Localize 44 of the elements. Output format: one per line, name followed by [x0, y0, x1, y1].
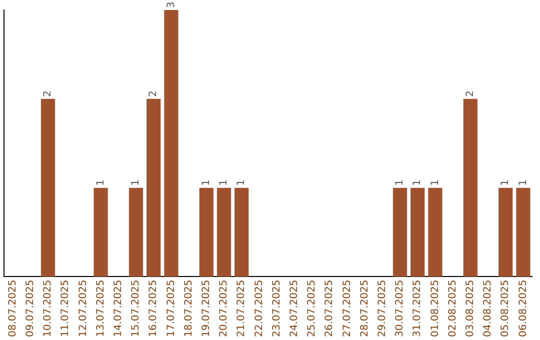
- x-tick-label: 27.07.2025: [342, 280, 353, 338]
- x-tick-label: 30.07.2025: [394, 280, 406, 338]
- x-tick-label: 06.08.2025: [518, 280, 529, 338]
- data-label: 2: [148, 90, 160, 97]
- x-tick-label: 28.07.2025: [359, 280, 370, 338]
- data-label: 1: [518, 179, 529, 186]
- x-tick-label: 16.07.2025: [148, 280, 160, 338]
- data-label: 1: [200, 179, 212, 186]
- data-label: 1: [130, 179, 142, 186]
- x-tick-label: 15.07.2025: [130, 280, 142, 338]
- data-label: 1: [95, 179, 106, 186]
- x-tick-label: 25.07.2025: [306, 280, 318, 338]
- x-tick-label: 05.08.2025: [500, 280, 512, 338]
- x-tick-label: 11.07.2025: [60, 280, 72, 338]
- data-label: 2: [42, 90, 54, 97]
- data-label: 1: [236, 179, 248, 186]
- data-label: 1: [500, 179, 512, 186]
- x-tick-label: 18.07.2025: [183, 280, 194, 338]
- x-tick-label: 17.07.2025: [166, 280, 177, 338]
- x-tick-label: 09.07.2025: [24, 280, 36, 338]
- data-label: 2: [464, 90, 476, 97]
- data-label: 1: [412, 179, 424, 186]
- x-tick-label: 26.07.2025: [324, 280, 336, 338]
- x-tick-label: 08.07.2025: [7, 280, 18, 338]
- x-tick-label: 04.08.2025: [482, 280, 494, 338]
- x-tick-label: 10.07.2025: [42, 280, 54, 338]
- x-tick-label: 01.08.2025: [430, 280, 441, 338]
- x-tick-label: 14.07.2025: [112, 280, 124, 338]
- x-tick-label: 20.07.2025: [218, 280, 230, 338]
- data-label: 1: [218, 179, 230, 186]
- x-tick-label: 21.07.2025: [236, 280, 248, 338]
- data-label: 1: [430, 179, 441, 186]
- x-tick-label: 12.07.2025: [78, 280, 89, 338]
- data-label: 1: [394, 179, 406, 186]
- data-label: 3: [166, 2, 177, 8]
- x-tick-label: 13.07.2025: [95, 280, 106, 338]
- x-tick-label: 24.07.2025: [288, 280, 300, 338]
- x-tick-label: 02.08.2025: [447, 280, 458, 338]
- x-tick-label: 29.07.2025: [376, 280, 388, 338]
- x-tick-label: 23.07.2025: [271, 280, 282, 338]
- x-tick-label: 19.07.2025: [200, 280, 212, 338]
- x-tick-label: 31.07.2025: [412, 280, 424, 338]
- x-tick-label: 22.07.2025: [254, 280, 265, 338]
- x-tick-label: 03.08.2025: [464, 280, 476, 338]
